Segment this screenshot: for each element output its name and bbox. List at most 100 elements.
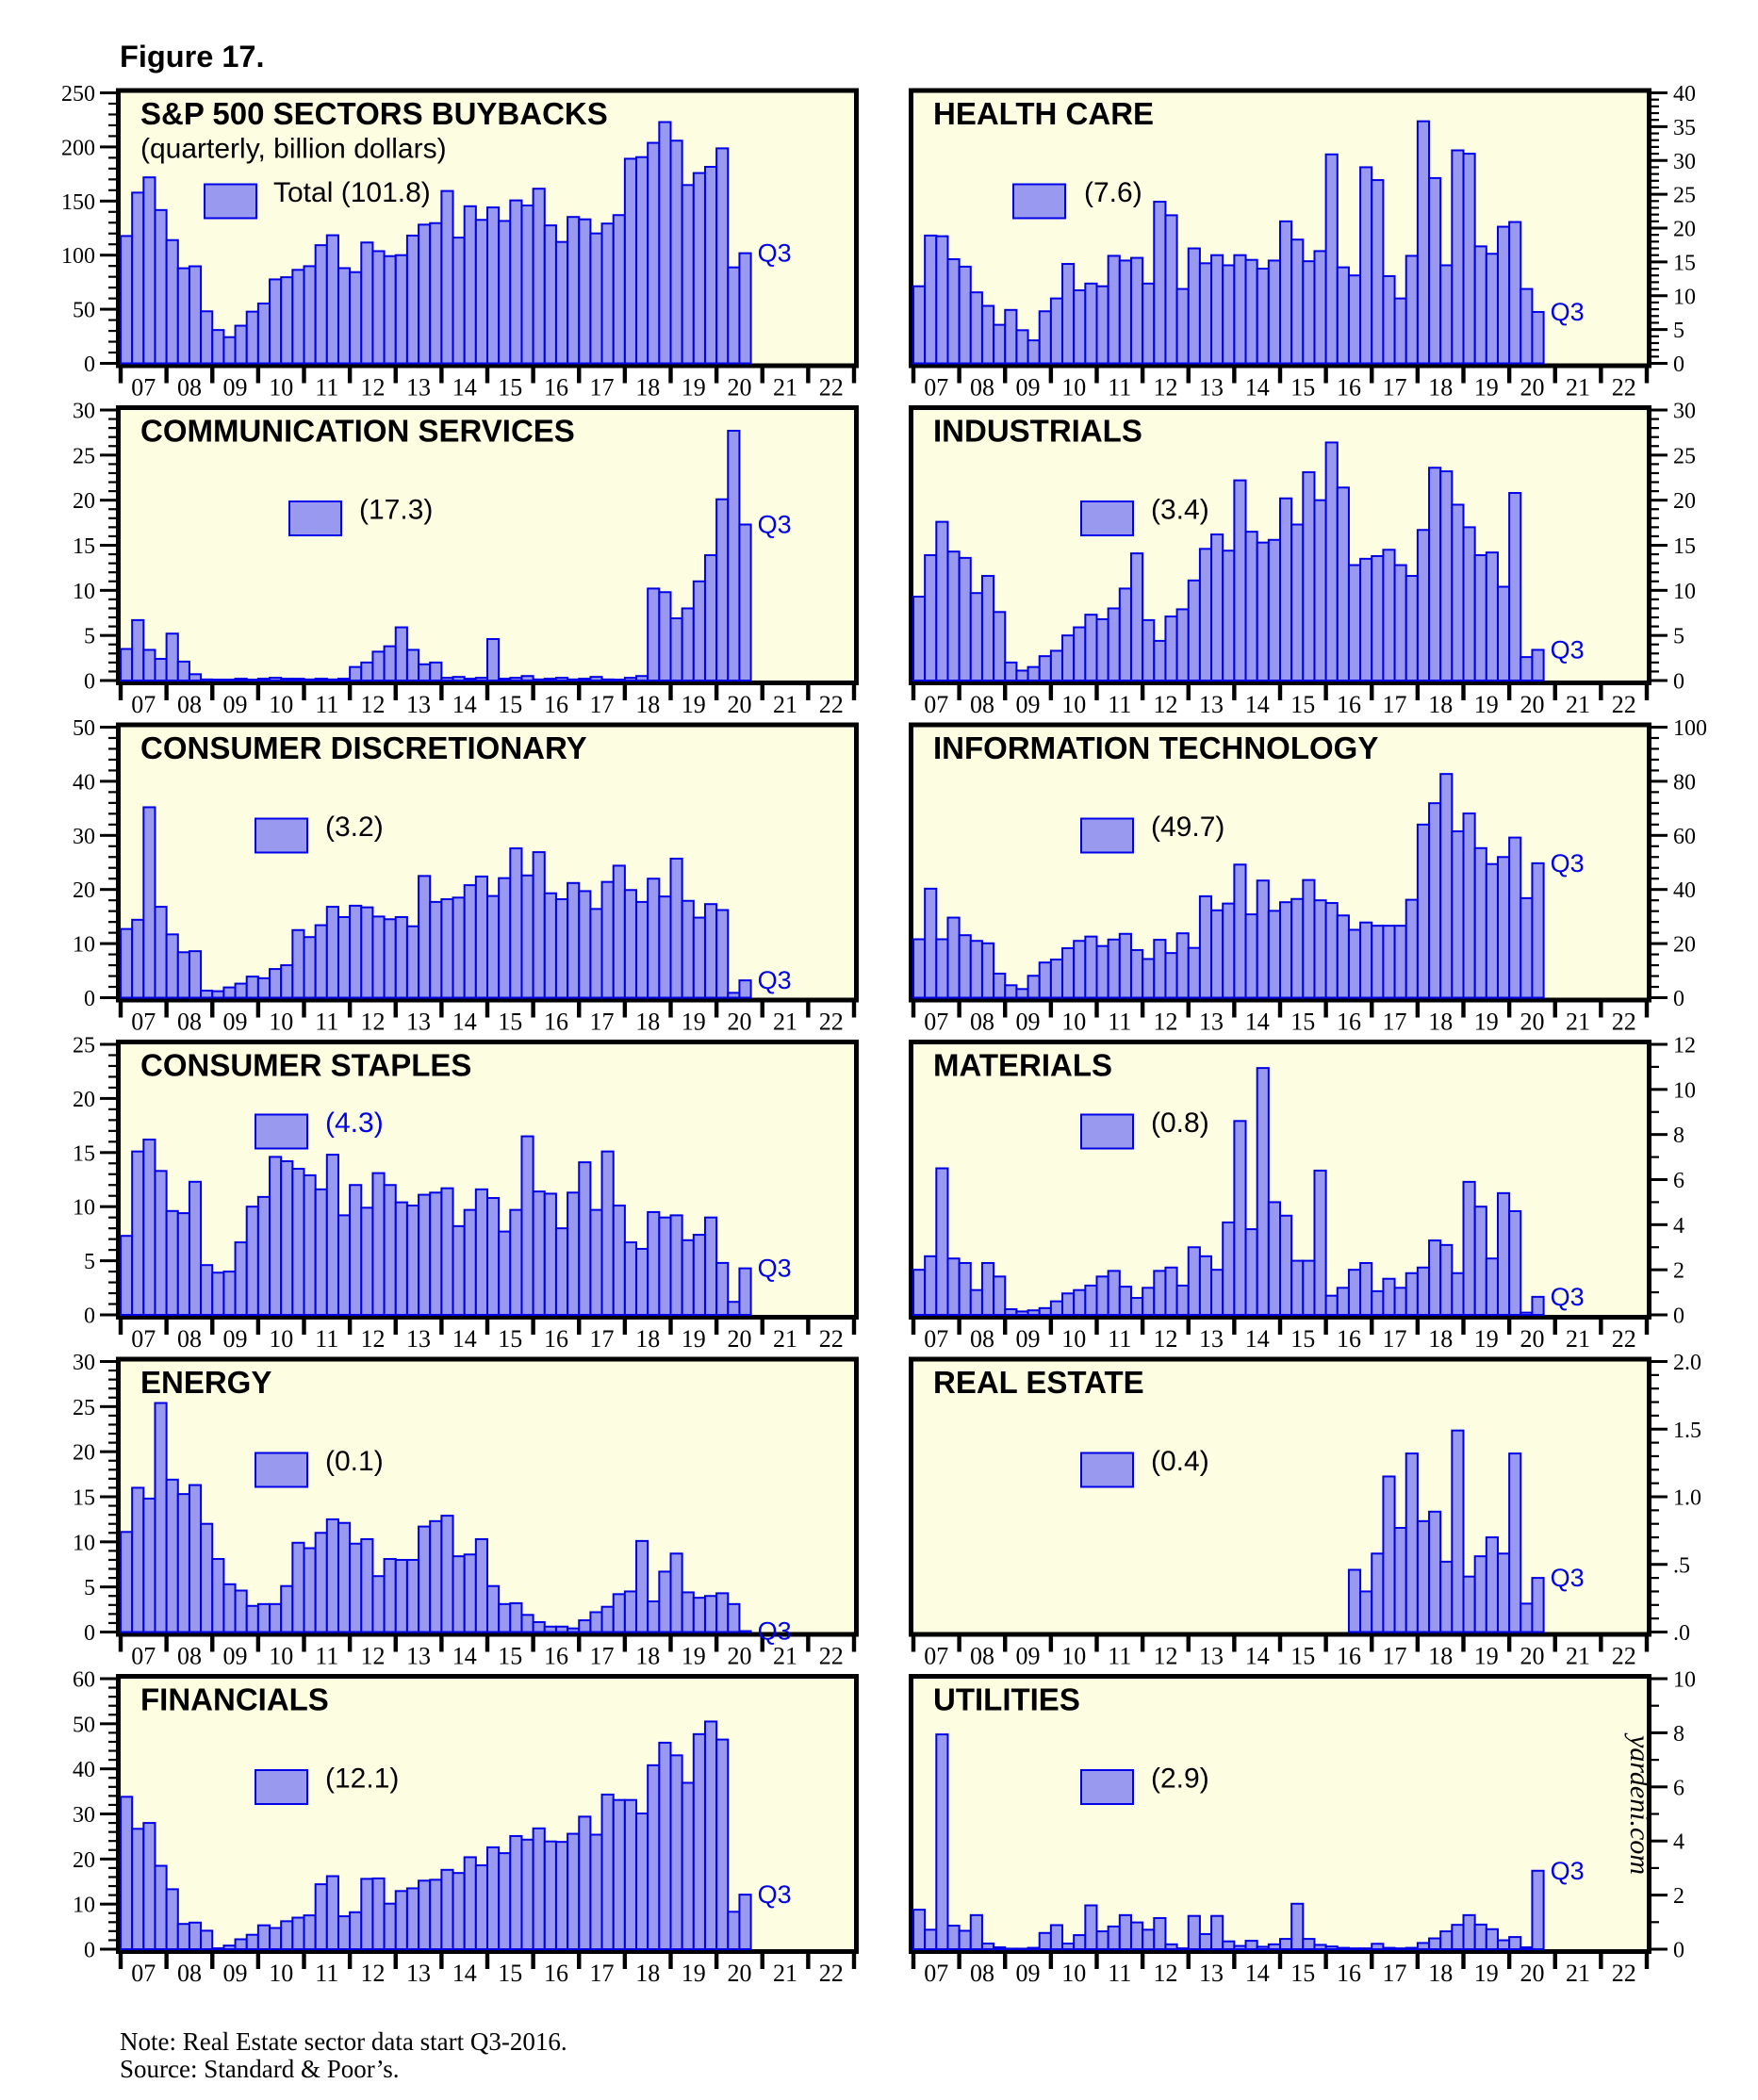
svg-text:19: 19 bbox=[682, 374, 706, 402]
svg-text:16: 16 bbox=[544, 1009, 568, 1036]
svg-text:Total (101.8): Total (101.8) bbox=[273, 177, 431, 208]
svg-text:19: 19 bbox=[1474, 1960, 1499, 1987]
svg-text:10: 10 bbox=[269, 691, 293, 718]
svg-text:25: 25 bbox=[73, 1034, 95, 1058]
svg-text:12: 12 bbox=[1673, 1034, 1696, 1058]
svg-text:21: 21 bbox=[1566, 1009, 1590, 1036]
svg-text:60: 60 bbox=[73, 1668, 95, 1693]
svg-text:15: 15 bbox=[1290, 374, 1315, 402]
svg-text:REAL ESTATE: REAL ESTATE bbox=[933, 1365, 1144, 1400]
svg-text:13: 13 bbox=[1199, 691, 1224, 718]
svg-text:5: 5 bbox=[1673, 319, 1684, 343]
svg-text:0: 0 bbox=[84, 1621, 95, 1646]
svg-text:18: 18 bbox=[1428, 691, 1453, 718]
svg-text:2: 2 bbox=[1673, 1884, 1684, 1909]
svg-text:14: 14 bbox=[1245, 1960, 1270, 1987]
svg-text:40: 40 bbox=[1673, 82, 1696, 107]
svg-text:11: 11 bbox=[1108, 1009, 1131, 1036]
svg-text:(3.4): (3.4) bbox=[1151, 495, 1209, 526]
svg-text:0: 0 bbox=[84, 670, 95, 695]
svg-text:14: 14 bbox=[1245, 1009, 1270, 1036]
svg-text:16: 16 bbox=[1337, 1325, 1361, 1353]
svg-text:21: 21 bbox=[1566, 374, 1590, 402]
svg-text:21: 21 bbox=[773, 1325, 797, 1353]
svg-text:INDUSTRIALS: INDUSTRIALS bbox=[933, 414, 1142, 449]
svg-text:21: 21 bbox=[773, 1643, 797, 1670]
svg-text:13: 13 bbox=[1199, 374, 1224, 402]
svg-text:16: 16 bbox=[1337, 1009, 1361, 1036]
svg-text:18: 18 bbox=[1428, 1643, 1453, 1670]
svg-text:CONSUMER DISCRETIONARY: CONSUMER DISCRETIONARY bbox=[140, 730, 587, 765]
svg-text:10: 10 bbox=[269, 1960, 293, 1987]
svg-text:07: 07 bbox=[131, 1009, 156, 1036]
svg-text:20: 20 bbox=[1520, 691, 1544, 718]
svg-text:20: 20 bbox=[73, 1441, 95, 1466]
svg-text:17: 17 bbox=[1383, 374, 1407, 402]
svg-text:50: 50 bbox=[73, 299, 95, 323]
svg-text:13: 13 bbox=[406, 691, 431, 718]
svg-text:20: 20 bbox=[1673, 218, 1696, 242]
svg-text:18: 18 bbox=[1428, 1009, 1453, 1036]
svg-text:07: 07 bbox=[131, 374, 156, 402]
svg-text:19: 19 bbox=[682, 691, 706, 718]
svg-text:16: 16 bbox=[1337, 1960, 1361, 1987]
svg-text:10: 10 bbox=[73, 1196, 95, 1221]
svg-text:17: 17 bbox=[1383, 1325, 1407, 1353]
svg-text:10: 10 bbox=[269, 1325, 293, 1353]
svg-text:0: 0 bbox=[84, 1304, 95, 1329]
svg-text:22: 22 bbox=[819, 1325, 844, 1353]
svg-text:200: 200 bbox=[61, 136, 95, 160]
svg-text:17: 17 bbox=[590, 374, 615, 402]
svg-text:(4.3): (4.3) bbox=[325, 1107, 384, 1139]
svg-text:(0.4): (0.4) bbox=[1151, 1446, 1209, 1477]
svg-text:19: 19 bbox=[1474, 1643, 1499, 1670]
svg-text:14: 14 bbox=[1245, 691, 1270, 718]
svg-text:16: 16 bbox=[544, 1325, 568, 1353]
svg-text:22: 22 bbox=[1612, 1960, 1636, 1987]
svg-text:11: 11 bbox=[1108, 374, 1131, 402]
svg-text:(0.1): (0.1) bbox=[325, 1446, 384, 1477]
svg-text:20: 20 bbox=[727, 1009, 751, 1036]
svg-text:07: 07 bbox=[924, 374, 948, 402]
svg-text:.5: .5 bbox=[1673, 1553, 1690, 1578]
svg-text:19: 19 bbox=[1474, 1009, 1499, 1036]
svg-text:0: 0 bbox=[1673, 1304, 1684, 1329]
svg-text:20: 20 bbox=[1520, 1643, 1544, 1670]
svg-text:10: 10 bbox=[1061, 691, 1086, 718]
svg-text:20: 20 bbox=[73, 489, 95, 514]
svg-text:30: 30 bbox=[73, 1803, 95, 1828]
svg-text:09: 09 bbox=[1016, 1960, 1041, 1987]
svg-text:10: 10 bbox=[1673, 285, 1696, 309]
svg-text:6: 6 bbox=[1673, 1169, 1684, 1193]
svg-text:13: 13 bbox=[1199, 1325, 1224, 1353]
svg-text:09: 09 bbox=[1016, 1643, 1041, 1670]
svg-text:(49.7): (49.7) bbox=[1151, 812, 1224, 843]
svg-text:5: 5 bbox=[84, 1250, 95, 1274]
svg-text:12: 12 bbox=[360, 374, 385, 402]
svg-text:30: 30 bbox=[73, 1351, 95, 1375]
svg-text:10: 10 bbox=[1061, 374, 1086, 402]
svg-text:18: 18 bbox=[1428, 374, 1453, 402]
svg-text:18: 18 bbox=[1428, 1325, 1453, 1353]
svg-text:25: 25 bbox=[1673, 184, 1696, 208]
svg-text:21: 21 bbox=[773, 1009, 797, 1036]
svg-text:09: 09 bbox=[1016, 1325, 1041, 1353]
svg-text:Q3: Q3 bbox=[1551, 1857, 1585, 1885]
svg-text:16: 16 bbox=[544, 1643, 568, 1670]
svg-text:22: 22 bbox=[819, 1960, 844, 1987]
svg-text:.0: .0 bbox=[1673, 1621, 1690, 1646]
svg-text:MATERIALS: MATERIALS bbox=[933, 1048, 1112, 1083]
svg-text:Q3: Q3 bbox=[1551, 1564, 1585, 1592]
svg-text:12: 12 bbox=[360, 691, 385, 718]
svg-text:09: 09 bbox=[1016, 691, 1041, 718]
svg-text:17: 17 bbox=[590, 1325, 615, 1353]
svg-text:5: 5 bbox=[84, 1576, 95, 1600]
svg-text:07: 07 bbox=[924, 691, 948, 718]
svg-text:15: 15 bbox=[498, 691, 522, 718]
svg-text:18: 18 bbox=[635, 374, 660, 402]
svg-text:07: 07 bbox=[924, 1643, 948, 1670]
svg-text:20: 20 bbox=[73, 1088, 95, 1112]
svg-text:10: 10 bbox=[1061, 1643, 1086, 1670]
svg-text:08: 08 bbox=[970, 691, 994, 718]
svg-text:21: 21 bbox=[773, 374, 797, 402]
